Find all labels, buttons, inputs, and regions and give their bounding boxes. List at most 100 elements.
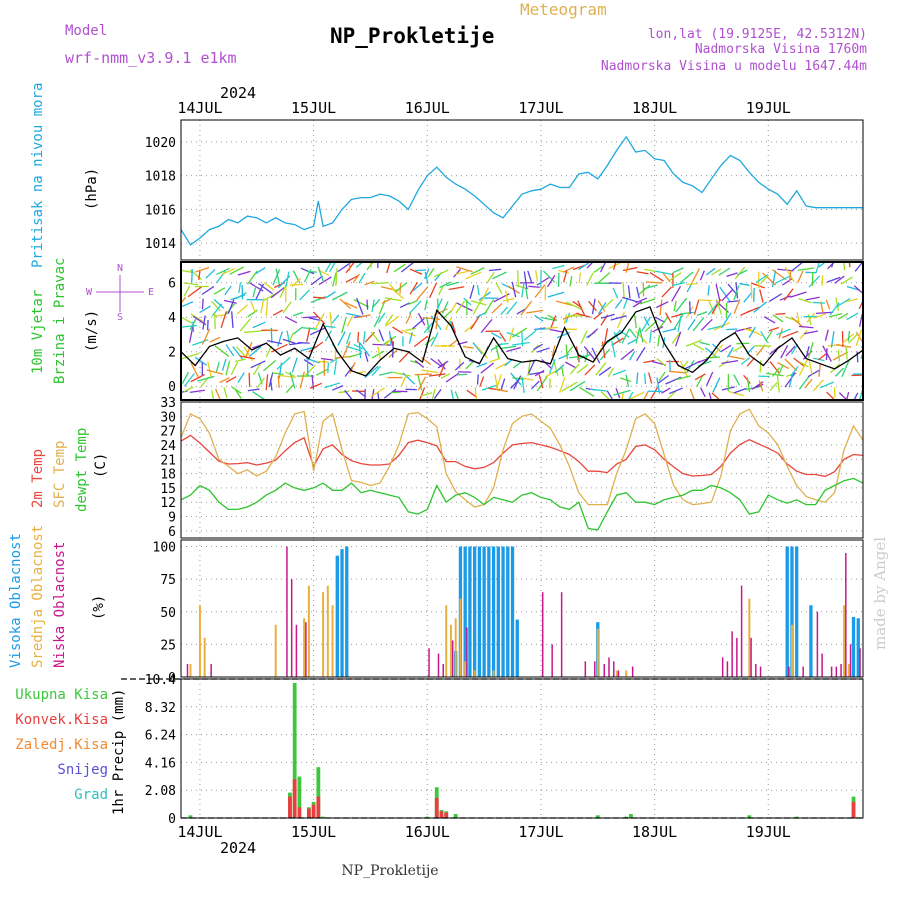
wind-vector [733,374,741,386]
wind-vector [201,328,211,345]
wind-vector [291,277,301,288]
wind-vector [324,330,332,342]
wind-vector [632,301,643,308]
wind-vector [428,373,446,377]
wind-vector [845,345,848,360]
wind-vector [408,300,422,315]
wind-vector [430,357,443,368]
wind-vector [239,318,251,332]
wind-vector [419,387,426,400]
wind-vector [804,378,813,389]
wind-vector [656,301,669,309]
wind-vector [699,341,710,346]
footer-location: NP_Prokletije [341,863,438,879]
model-name: wrf-nmm_v3.9.1 e1km [65,49,237,67]
wind-vector [603,298,614,309]
wind-vector [732,345,744,353]
wind-vector [622,296,638,303]
wind-vector [644,268,657,273]
wind-vector [309,327,327,336]
low-cloud-bar [845,553,847,677]
wind-vector [583,346,596,361]
wind-vector [547,291,565,298]
wind-vector [476,284,480,296]
wind-vector [768,326,780,332]
wind-vector [448,338,459,348]
mid-cloud-bar [203,637,206,677]
wind-vector [366,299,369,310]
wind-vector [356,314,371,319]
wind-vector [601,313,615,319]
wind-vector [235,346,248,358]
wind-vector [591,298,596,315]
wind-vector [620,377,632,383]
wind-vector [534,369,545,377]
wind-vector [549,328,564,333]
y-tick-label: 33 [160,396,176,411]
y-tick-label: 6 [168,525,176,540]
wind-vector [201,285,215,296]
wind-vector [523,271,528,290]
model-label: Model [65,23,107,39]
wind-vector [346,315,354,327]
wind-vector [743,291,753,303]
mid-cloud-bar [625,670,628,677]
wind-vector [835,344,852,348]
wind-vector [625,262,630,273]
y-tick-label: 12 [160,496,176,511]
low-cloud-bar [830,666,833,677]
wind-vector [345,275,359,283]
low-cloud-bar [755,663,757,677]
wind-vector [409,281,419,295]
wind-vector [308,341,324,353]
tick-layer: 1014101610181020024669121518212427303302… [145,99,791,841]
wind-vector [643,316,650,326]
high-cloud-bar [468,546,472,677]
wind-vector [798,359,808,376]
wind-vector [395,282,408,293]
wind-vector [364,280,375,286]
wind-vector [778,364,784,376]
wind-vector [256,377,265,389]
high-cloud-bar [790,546,794,677]
wind-vector [481,287,489,302]
wind-vector [223,387,228,399]
precip-ylabel: 1hr Precip (mm) [111,689,127,815]
y-tick-label: 9 [168,511,176,526]
wind-vector [526,309,544,314]
wind-vector [565,345,574,356]
wind-vector [693,299,700,315]
wind-vector [554,364,565,374]
wind-vectors [181,262,863,400]
mid-cloud-bar [492,670,495,677]
wind-vector [618,329,630,338]
mid-cloud-bar [445,605,448,677]
low-cloud-bar [821,653,823,677]
wind-vector [639,327,644,343]
wind-vector [190,373,205,383]
wind-vector [644,373,647,384]
wind-vector [384,315,400,327]
sfc-temp-label: SFC Temp [52,441,68,508]
wind-vector [198,269,201,280]
wind-unit: (m/s) [84,310,100,352]
total-precip-bar [794,816,799,818]
wind-vector [181,371,190,384]
wind-vector [796,312,800,323]
wind-vector [379,371,393,376]
wind-vector [635,297,648,304]
wind-vector [750,283,753,299]
wind-vector [604,328,609,345]
wind-vector [284,316,298,324]
wind-vector [480,362,495,374]
conv-precip-bar [297,807,302,818]
wind-vector [534,284,546,298]
wind-vector [673,313,684,330]
low-cloud-bar [788,666,790,677]
wind-vector [798,375,810,390]
wind-vector [370,387,386,398]
precip-ylabel-name: 1hr Precip [111,731,127,815]
wind-vector [401,329,416,337]
wind-vector [183,285,191,297]
wind-vector [593,311,603,320]
